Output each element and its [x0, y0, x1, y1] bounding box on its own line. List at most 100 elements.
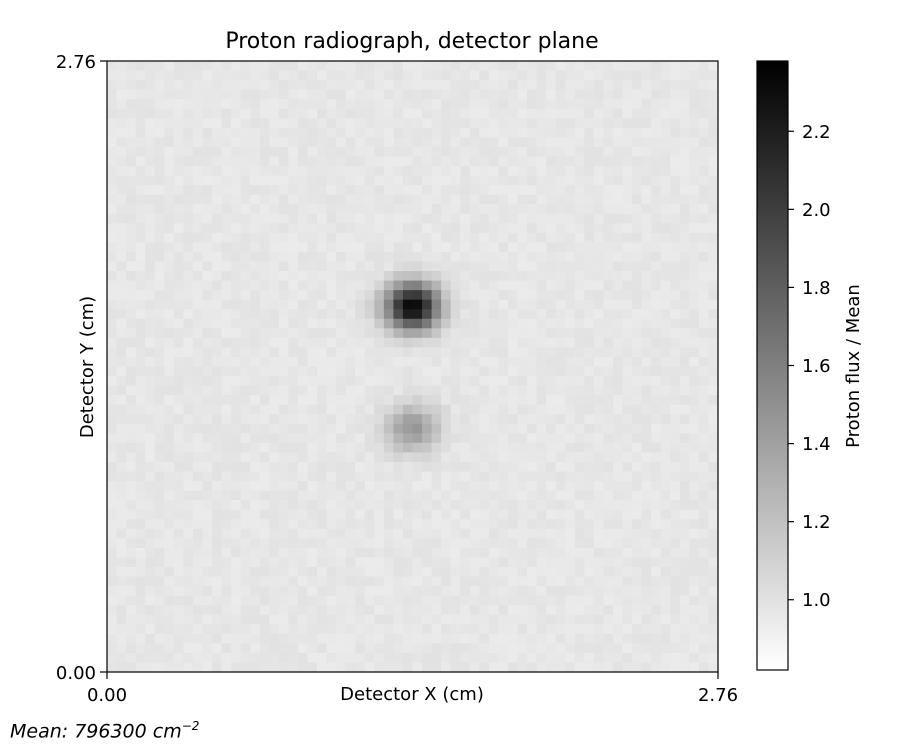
heatmap-cell [431, 118, 442, 129]
heatmap-cell [565, 652, 576, 664]
heatmap-cell [164, 471, 175, 482]
heatmap-cell [488, 309, 500, 320]
heatmap-cell [240, 452, 251, 463]
heatmap-cell [154, 194, 165, 205]
heatmap-cell [527, 414, 538, 425]
heatmap-cell [679, 194, 690, 205]
heatmap-cell [479, 547, 490, 559]
heatmap-cell [641, 299, 652, 310]
heatmap-cell [641, 395, 652, 406]
heatmap-cell [116, 118, 127, 129]
heatmap-cell [374, 185, 385, 196]
x-tick-label-min: 0.00 [87, 685, 127, 706]
heatmap-cell [460, 80, 471, 91]
heatmap-cell [584, 137, 595, 148]
heatmap-cell [565, 433, 576, 444]
heatmap-cell [660, 528, 671, 539]
heatmap-cell [317, 643, 328, 654]
heatmap-cell [164, 99, 175, 110]
heatmap-cell [278, 356, 289, 368]
heatmap-cell [527, 213, 538, 224]
heatmap-cell [402, 528, 414, 539]
heatmap-cell [412, 662, 423, 673]
heatmap-cell [231, 595, 242, 606]
heatmap-cell [479, 261, 490, 272]
heatmap-cell [202, 557, 213, 568]
heatmap-cell [479, 166, 490, 177]
heatmap-cell [364, 290, 375, 301]
heatmap-cell [584, 633, 595, 644]
heatmap-cell [603, 89, 614, 100]
heatmap-cell [670, 309, 681, 320]
heatmap-cell [202, 194, 213, 205]
heatmap-cell [479, 509, 490, 520]
heatmap-cell [231, 70, 242, 81]
heatmap-cell [393, 271, 404, 282]
heatmap-cell [679, 280, 690, 291]
heatmap-cell [307, 290, 318, 301]
heatmap-cell [574, 175, 585, 186]
heatmap-cell [240, 414, 251, 425]
heatmap-cell [546, 490, 557, 501]
heatmap-cell [297, 108, 309, 119]
heatmap-cell [603, 404, 614, 415]
heatmap-cell [546, 175, 557, 186]
heatmap-cell [383, 423, 395, 434]
heatmap-cell [364, 137, 375, 148]
heatmap-cell [422, 519, 433, 530]
heatmap-cell [593, 366, 605, 377]
heatmap-cell [441, 624, 452, 635]
heatmap-cell [441, 643, 452, 654]
heatmap-cell [297, 500, 309, 511]
heatmap-cell [383, 481, 395, 492]
heatmap-cell [603, 414, 614, 425]
heatmap-cell [173, 547, 184, 559]
heatmap-cell [192, 652, 204, 664]
heatmap-cell [450, 414, 461, 425]
heatmap-cell [593, 404, 605, 415]
heatmap-cell [336, 137, 347, 148]
heatmap-cell [231, 223, 242, 234]
heatmap-cell [488, 137, 500, 148]
heatmap-cell [212, 347, 223, 358]
heatmap-cell [278, 643, 289, 654]
heatmap-cell [708, 175, 719, 186]
heatmap-cell [527, 318, 538, 329]
heatmap-cell [231, 127, 242, 138]
heatmap-cell [355, 481, 366, 492]
heatmap-cell [326, 299, 337, 310]
heatmap-cell [126, 232, 137, 243]
heatmap-cell [145, 509, 156, 520]
heatmap-cell [507, 538, 519, 549]
heatmap-cell [651, 652, 662, 664]
heatmap-cell [374, 337, 385, 349]
heatmap-cell [154, 595, 165, 606]
heatmap-cell [555, 328, 566, 339]
heatmap-cell [574, 461, 585, 473]
heatmap-cell [641, 442, 652, 454]
heatmap-cell [641, 471, 652, 482]
heatmap-cell [154, 309, 165, 320]
heatmap-cell [154, 557, 165, 568]
heatmap-cell [498, 481, 509, 492]
heatmap-cell [565, 633, 576, 644]
heatmap-cell [441, 538, 452, 549]
heatmap-cell [221, 461, 232, 473]
heatmap-cell [317, 194, 328, 205]
heatmap-cell [517, 175, 528, 186]
heatmap-cell [259, 423, 270, 434]
heatmap-cell [670, 299, 681, 310]
heatmap-cell [317, 99, 328, 110]
heatmap-cell [698, 261, 710, 272]
heatmap-cell [670, 61, 681, 72]
heatmap-cell [517, 404, 528, 415]
heatmap-cell [469, 509, 480, 520]
heatmap-cell [326, 490, 337, 501]
heatmap-cell [221, 356, 232, 368]
heatmap-cell [364, 356, 375, 368]
heatmap-cell [660, 509, 671, 520]
heatmap-cell [450, 137, 461, 148]
heatmap-cell [317, 290, 328, 301]
heatmap-cell [708, 519, 719, 530]
heatmap-cell [135, 576, 146, 587]
